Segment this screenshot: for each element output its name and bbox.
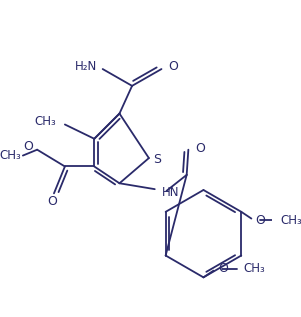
Text: O: O [168, 60, 178, 73]
Text: O: O [218, 262, 228, 275]
Text: CH₃: CH₃ [35, 115, 57, 128]
Text: CH₃: CH₃ [281, 214, 301, 227]
Text: S: S [153, 153, 161, 166]
Text: HN: HN [161, 186, 179, 199]
Text: CH₃: CH₃ [0, 149, 21, 162]
Text: O: O [23, 140, 33, 153]
Text: O: O [256, 214, 265, 227]
Text: H₂N: H₂N [75, 60, 97, 73]
Text: CH₃: CH₃ [243, 262, 265, 275]
Text: O: O [47, 195, 57, 208]
Text: O: O [195, 141, 205, 154]
